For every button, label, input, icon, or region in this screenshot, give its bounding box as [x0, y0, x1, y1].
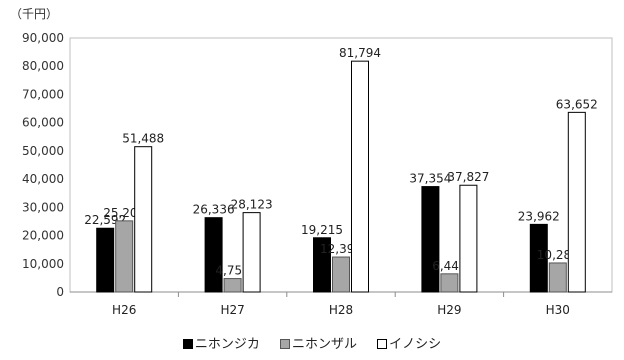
data-label: 28,123: [231, 198, 273, 212]
y-tick-label: 50,000: [22, 144, 64, 158]
data-label: 26,336: [193, 203, 235, 217]
y-axis-unit-label: （千円）: [10, 7, 59, 21]
y-tick-label: 10,000: [22, 257, 64, 271]
data-label: 19,215: [301, 223, 343, 237]
bar: [115, 220, 134, 293]
data-label: 51,488: [122, 132, 164, 146]
y-tick-label: 0: [56, 285, 64, 299]
data-label: 37,827: [447, 170, 489, 184]
bar: [351, 60, 369, 293]
legend-label-sika: ニホンジカ: [194, 337, 260, 352]
bar: [529, 223, 548, 293]
bar: [313, 237, 331, 293]
x-tick-label: H26: [112, 303, 136, 317]
bar: [332, 256, 350, 293]
chart-legend: ニホンジカ ニホンザル イノシシ: [0, 333, 624, 352]
bar: [548, 262, 567, 293]
y-tick-label: 80,000: [22, 59, 64, 73]
data-label: 6,441: [432, 259, 466, 273]
bar: [459, 184, 478, 293]
y-tick-label: 30,000: [22, 200, 64, 214]
y-tick-label: 20,000: [22, 229, 64, 243]
bar: [440, 273, 459, 293]
legend-swatch-saru: [279, 339, 290, 349]
y-tick-label: 70,000: [22, 87, 64, 101]
y-tick-label: 40,000: [22, 172, 64, 186]
bar: [96, 227, 115, 293]
legend-swatch-sika: [182, 339, 193, 349]
data-label: 4,759: [215, 264, 249, 278]
legend-label-inoshishi: イノシシ: [389, 337, 442, 352]
y-tick-label: 90,000: [22, 31, 64, 45]
bar: [204, 217, 223, 293]
legend-item-inoshishi: イノシシ: [377, 333, 441, 352]
bar: [242, 212, 261, 293]
x-tick-label: H29: [437, 303, 461, 317]
legend-item-sika: ニホンジカ: [182, 333, 260, 352]
bar: [223, 278, 242, 293]
x-tick-label: H30: [546, 303, 570, 317]
y-tick-label: 60,000: [22, 116, 64, 130]
legend-label-saru: ニホンザル: [291, 337, 357, 352]
data-label: 81,794: [339, 46, 381, 60]
data-label: 23,962: [518, 209, 560, 223]
x-tick-label: H28: [329, 303, 353, 317]
legend-swatch-inoshishi: [377, 339, 388, 349]
data-label: 37,354: [409, 172, 451, 186]
bar: [567, 111, 586, 293]
data-label: 63,652: [556, 97, 598, 111]
legend-item-saru: ニホンザル: [279, 333, 357, 352]
bar: [134, 146, 153, 293]
x-tick-label: H27: [220, 303, 244, 317]
bar: [421, 186, 440, 293]
